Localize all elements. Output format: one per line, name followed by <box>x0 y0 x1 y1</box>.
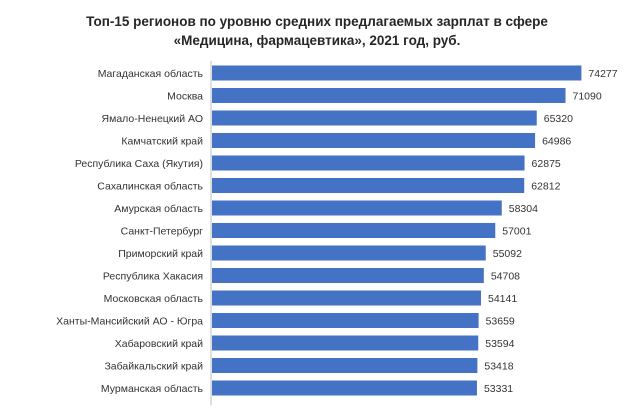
value-label: 53331 <box>484 383 513 395</box>
category-label: Камчатский край <box>121 136 203 148</box>
value-label: 62875 <box>532 158 561 170</box>
value-label: 53418 <box>484 361 513 373</box>
value-label: 62812 <box>531 181 560 193</box>
bar <box>212 88 566 103</box>
bar <box>212 110 537 126</box>
category-label: Ямало-Ненецкий АО <box>102 113 203 125</box>
bar <box>212 65 582 81</box>
category-label: Мурманская область <box>101 383 204 395</box>
value-label: 71090 <box>573 91 602 103</box>
category-label: Амурская область <box>114 203 203 215</box>
category-label: Приморский край <box>118 248 203 260</box>
category-label: Республика Хакасия <box>103 271 203 283</box>
category-label: Москва <box>167 91 203 103</box>
bar <box>212 200 502 216</box>
chart-title: Топ-15 регионов по уровню средних предла… <box>0 12 634 50</box>
bar <box>212 358 478 373</box>
value-label: 57001 <box>502 226 531 238</box>
category-label: Республика Саха (Якутия) <box>75 158 203 170</box>
bar <box>212 133 536 148</box>
category-label: Санкт-Петербург <box>121 226 204 238</box>
value-label: 54141 <box>488 293 517 305</box>
bar <box>212 380 477 396</box>
value-label: 55092 <box>493 248 522 260</box>
value-label: 65320 <box>544 113 573 125</box>
bar <box>212 313 479 328</box>
value-label: 58304 <box>509 203 538 215</box>
value-label: 54708 <box>491 271 520 283</box>
category-label: Ханты-Мансийский АО - Югра <box>56 316 203 328</box>
bar <box>212 178 525 193</box>
category-label: Хабаровский край <box>115 338 203 350</box>
chart-title-line-1: Топ-15 регионов по уровню средних предла… <box>86 14 548 29</box>
category-label: Магаданская область <box>98 68 204 80</box>
bar <box>212 223 496 238</box>
value-label: 53594 <box>485 338 514 350</box>
value-label: 64986 <box>542 136 571 148</box>
bar <box>212 335 479 351</box>
category-label: Московская область <box>104 293 204 305</box>
bar <box>212 155 525 171</box>
bar <box>212 245 486 261</box>
value-label: 74277 <box>588 68 617 80</box>
bar <box>212 268 484 283</box>
chart-title-line-2: «Медицина, фармацевтика», 2021 год, руб. <box>173 33 461 48</box>
bar <box>212 290 481 306</box>
category-label: Сахалинская область <box>97 181 203 193</box>
category-label: Забайкальский край <box>104 361 203 373</box>
value-label: 53659 <box>486 316 515 328</box>
